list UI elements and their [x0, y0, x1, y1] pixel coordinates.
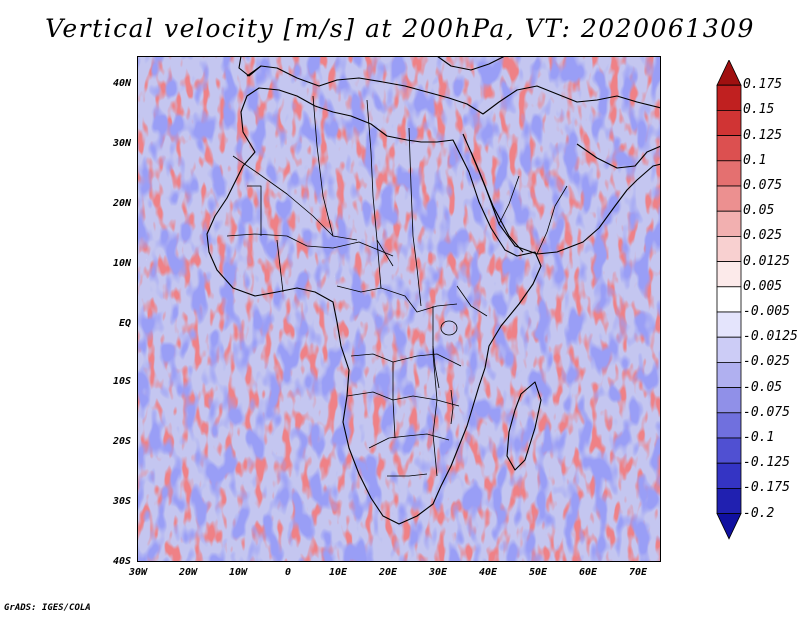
border-7 [336, 285, 458, 313]
border-13 [456, 285, 488, 317]
lon-label: 10E [328, 567, 348, 578]
colorbar-cell [716, 387, 742, 414]
colorbar-label: 0.15 [743, 102, 775, 118]
colorbar-cells [716, 60, 742, 540]
border-5 [247, 185, 262, 236]
colorbar-cell [716, 513, 742, 540]
colorbar-cell [716, 60, 742, 86]
colorbar [716, 60, 742, 540]
lon-label: 50E [528, 567, 548, 578]
colorbar-label: 0.175 [743, 77, 783, 93]
lon-label: 70E [628, 567, 648, 578]
colorbar-cell [716, 462, 742, 489]
border-12 [432, 306, 438, 477]
lon-label: 20E [378, 567, 398, 578]
colorbar-cell [716, 311, 742, 338]
colorbar-label: 0.125 [743, 127, 783, 143]
border-17 [387, 473, 428, 477]
colorbar-cell [716, 185, 742, 212]
colorbar-cell [716, 110, 742, 137]
border-10 [368, 433, 450, 449]
footer-credit: GrADS: IGES/COLA [4, 603, 91, 613]
colorbar-label: -0.005 [743, 304, 790, 319]
colorbar-cell [716, 135, 742, 162]
lakes [432, 320, 458, 425]
field-pattern-white [137, 56, 661, 562]
lon-label: 40E [478, 567, 498, 578]
colorbar-label: -0.125 [743, 455, 790, 471]
border-2 [312, 95, 334, 237]
colorbar-label: 0.1 [743, 152, 767, 168]
colorbar-label: 0.005 [743, 278, 783, 294]
border-15 [416, 267, 422, 307]
lake-malawi [450, 389, 454, 425]
lon-label: 0 [284, 567, 292, 578]
red-sea-east-coast [462, 133, 524, 253]
lat-label: 30N [112, 138, 131, 149]
colorbar-cell [716, 210, 742, 237]
colorbar-cell [716, 437, 742, 464]
black-sea-coast [436, 56, 506, 71]
border-19 [536, 185, 568, 255]
lat-label: 10S [112, 376, 131, 387]
colorbar-label: -0.025 [743, 354, 790, 370]
border-4 [408, 127, 418, 269]
lat-label: EQ [118, 318, 131, 329]
lon-label: 30E [428, 567, 448, 578]
lat-label: 10N [112, 258, 131, 269]
mediterranean-north-coast [246, 65, 661, 115]
border-6 [226, 233, 394, 257]
border-8 [350, 353, 462, 367]
map-plot [137, 56, 661, 562]
colorbar-label: -0.05 [743, 379, 783, 395]
colorbar-label: -0.075 [743, 404, 790, 420]
border-1 [232, 155, 358, 241]
colorbar-cell [716, 336, 742, 363]
africa-coastline [206, 87, 542, 525]
map-panel [137, 56, 661, 562]
madagascar [506, 381, 542, 471]
country-borders [226, 95, 568, 477]
lon-label: 30W [128, 567, 148, 578]
colorbar-cell [716, 235, 742, 262]
colorbar-cell [716, 487, 742, 514]
lat-label: 20N [112, 198, 131, 209]
persian-gulf-coast [576, 143, 661, 169]
border-9 [346, 391, 460, 407]
colorbar-cell [716, 261, 742, 288]
border-11 [392, 362, 396, 439]
iberia-coast [238, 56, 262, 77]
border-14 [376, 239, 382, 289]
colorbar-label: 0.025 [743, 228, 783, 244]
colorbar-cell [716, 412, 742, 439]
lat-label: 40S [112, 556, 131, 567]
colorbar-label: -0.2 [743, 505, 775, 521]
lat-label: 40N [112, 78, 131, 89]
lon-label: 10W [228, 567, 248, 578]
colorbar-cell [716, 286, 742, 313]
border-3 [366, 99, 394, 267]
lat-label: 30S [112, 496, 131, 507]
colorbar-label: -0.1 [743, 430, 775, 445]
colorbar-cell [716, 84, 742, 111]
colorbar-cell [716, 361, 742, 388]
border-16 [276, 239, 284, 293]
lon-label: 20W [178, 567, 198, 578]
border-18 [498, 175, 520, 225]
colorbar-label: -0.0125 [743, 329, 798, 345]
colorbar-label: 0.0125 [743, 253, 790, 269]
lake-tanganyika [432, 345, 440, 389]
map-frame [137, 56, 661, 562]
colorbar-label: 0.075 [743, 178, 783, 193]
colorbar-label: 0.05 [743, 203, 775, 219]
lake-victoria [440, 320, 458, 336]
map-title: Vertical velocity [m/s] at 200hPa, VT: 2… [45, 14, 755, 43]
colorbar-cell [716, 160, 742, 187]
lat-label: 20S [112, 436, 131, 447]
lon-label: 60E [578, 567, 598, 578]
colorbar-label: -0.175 [743, 480, 790, 496]
